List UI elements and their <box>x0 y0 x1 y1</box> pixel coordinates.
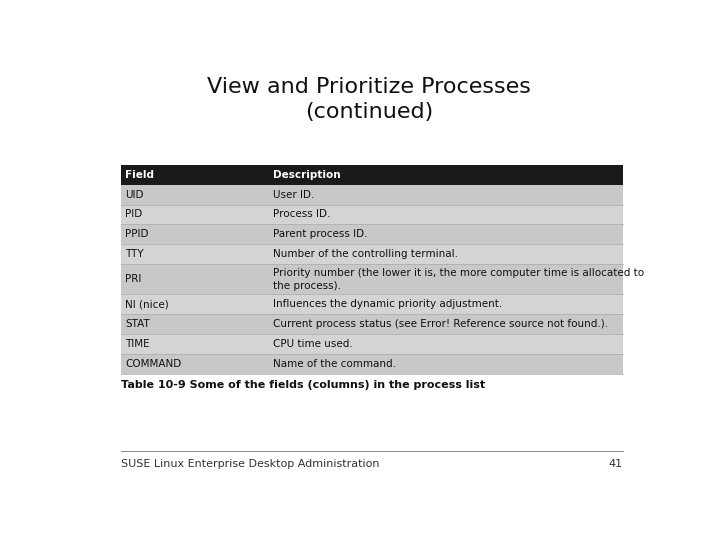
FancyBboxPatch shape <box>121 165 623 185</box>
FancyBboxPatch shape <box>121 265 623 294</box>
Text: Priority number (the lower it is, the more computer time is allocated to: Priority number (the lower it is, the mo… <box>274 268 644 278</box>
Text: TTY: TTY <box>125 249 144 259</box>
Text: STAT: STAT <box>125 319 150 329</box>
Text: Influences the dynamic priority adjustment.: Influences the dynamic priority adjustme… <box>274 299 503 309</box>
Text: Description: Description <box>274 170 341 180</box>
Text: 41: 41 <box>609 459 623 469</box>
Text: View and Prioritize Processes
(continued): View and Prioritize Processes (continued… <box>207 77 531 122</box>
FancyBboxPatch shape <box>121 205 623 225</box>
Text: Name of the command.: Name of the command. <box>274 359 396 369</box>
FancyBboxPatch shape <box>121 185 623 205</box>
Text: Current process status (see Error! Reference source not found.).: Current process status (see Error! Refer… <box>274 319 608 329</box>
Text: PRI: PRI <box>125 274 142 285</box>
Text: PID: PID <box>125 210 143 219</box>
FancyBboxPatch shape <box>121 354 623 374</box>
Text: SUSE Linux Enterprise Desktop Administration: SUSE Linux Enterprise Desktop Administra… <box>121 459 379 469</box>
FancyBboxPatch shape <box>121 245 623 265</box>
Text: Parent process ID.: Parent process ID. <box>274 230 368 239</box>
Text: UID: UID <box>125 190 144 199</box>
Text: the process).: the process). <box>274 281 341 291</box>
FancyBboxPatch shape <box>121 334 623 354</box>
Text: Process ID.: Process ID. <box>274 210 330 219</box>
Text: Field: Field <box>125 170 154 180</box>
FancyBboxPatch shape <box>121 314 623 334</box>
FancyBboxPatch shape <box>121 294 623 314</box>
Text: PPID: PPID <box>125 230 148 239</box>
Text: CPU time used.: CPU time used. <box>274 339 353 349</box>
Text: NI (nice): NI (nice) <box>125 299 169 309</box>
Text: COMMAND: COMMAND <box>125 359 181 369</box>
Text: User ID.: User ID. <box>274 190 315 199</box>
Text: TIME: TIME <box>125 339 150 349</box>
FancyBboxPatch shape <box>121 225 623 245</box>
Text: Number of the controlling terminal.: Number of the controlling terminal. <box>274 249 459 259</box>
Text: Table 10-9 Some of the fields (columns) in the process list: Table 10-9 Some of the fields (columns) … <box>121 380 485 390</box>
